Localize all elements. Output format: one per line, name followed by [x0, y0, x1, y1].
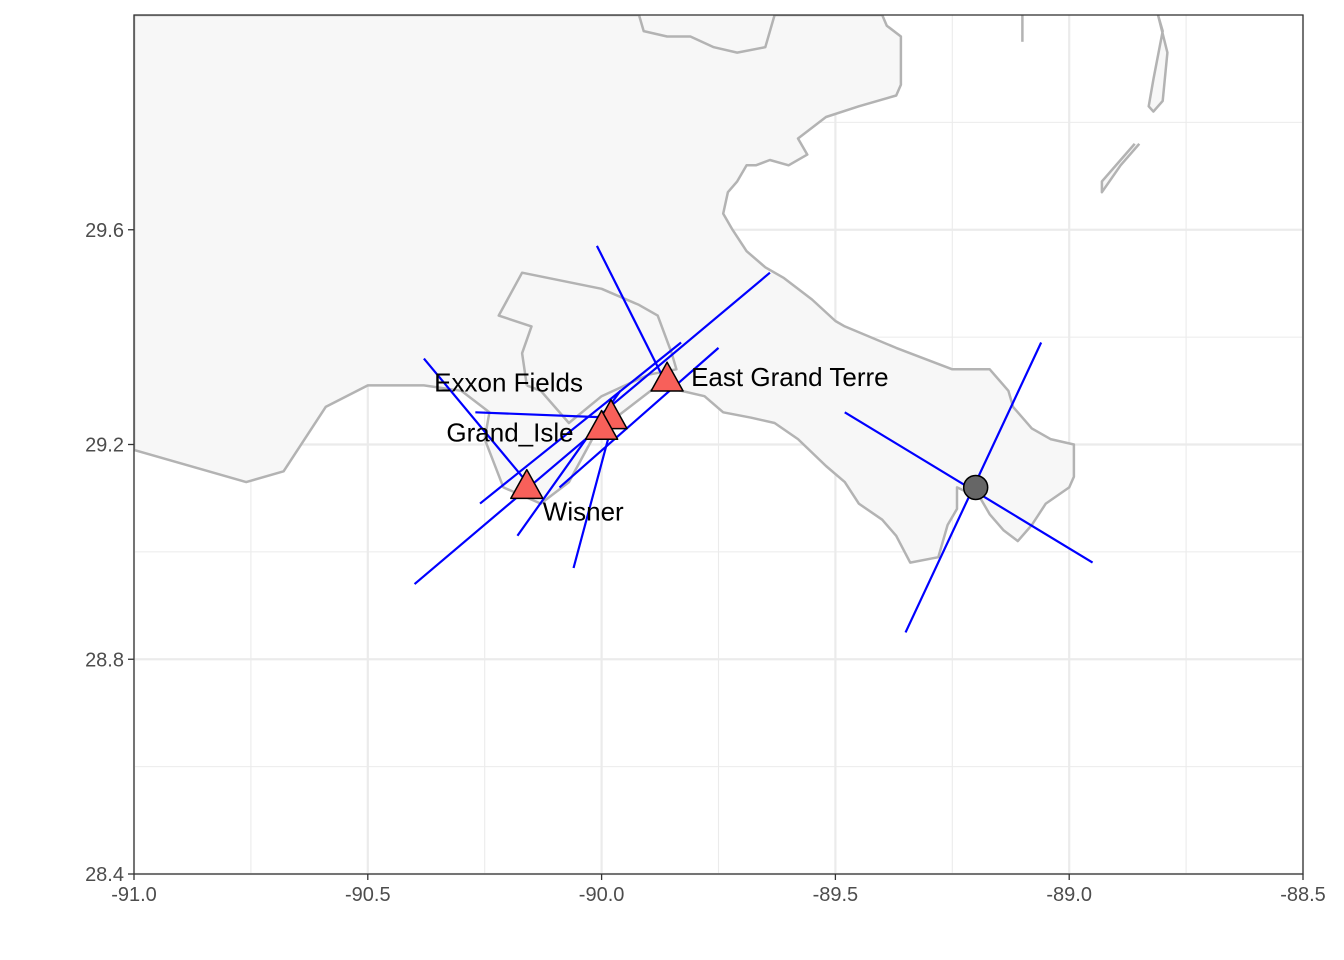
station-label: Grand_Isle: [446, 417, 573, 447]
y-tick-label: 29.6: [85, 220, 124, 242]
x-tick-label: -89.5: [813, 884, 859, 906]
bearing-line: [479, 341, 682, 505]
station-marker: [584, 409, 619, 441]
island-polygon: [497, 271, 678, 425]
y-tick-label: 28.8: [85, 649, 124, 671]
y-tick-label: 29.2: [85, 435, 124, 457]
island-polygon: [1147, 15, 1169, 113]
island-polygon: [637, 15, 776, 54]
station-marker: [650, 361, 684, 392]
axes: -91.0 -90.5 -90.0 -89.5 -89.0 -88.5 28.4 28.8 29…: [85, 220, 1326, 906]
island-polygon: [1100, 142, 1141, 194]
bearing-line: [595, 245, 669, 386]
station-label: Wisner: [543, 496, 624, 526]
x-tick-label: -90.0: [579, 884, 625, 906]
bearing-line: [596, 271, 771, 419]
x-tick-label: -88.5: [1280, 884, 1326, 906]
bearing-line: [423, 357, 528, 483]
x-tick-label: -90.5: [345, 884, 391, 906]
x-tick-label: -91.0: [111, 884, 157, 906]
y-tick-label: 28.4: [85, 864, 124, 886]
bearing-line: [558, 347, 720, 489]
station-label: East Grand Terre: [691, 362, 889, 392]
station-label: Exxon Fields: [434, 368, 583, 398]
x-tick-label: -89.0: [1046, 884, 1092, 906]
target-marker: [962, 474, 989, 501]
station-labels: Exxon Fields Grand_Isle East Grand Terre Wi…: [434, 362, 888, 526]
station-marker: [510, 468, 544, 500]
bearing-line: [413, 416, 612, 585]
bearing-line: [572, 428, 613, 569]
land-layer: [134, 15, 1169, 564]
station-markers: [510, 361, 989, 501]
